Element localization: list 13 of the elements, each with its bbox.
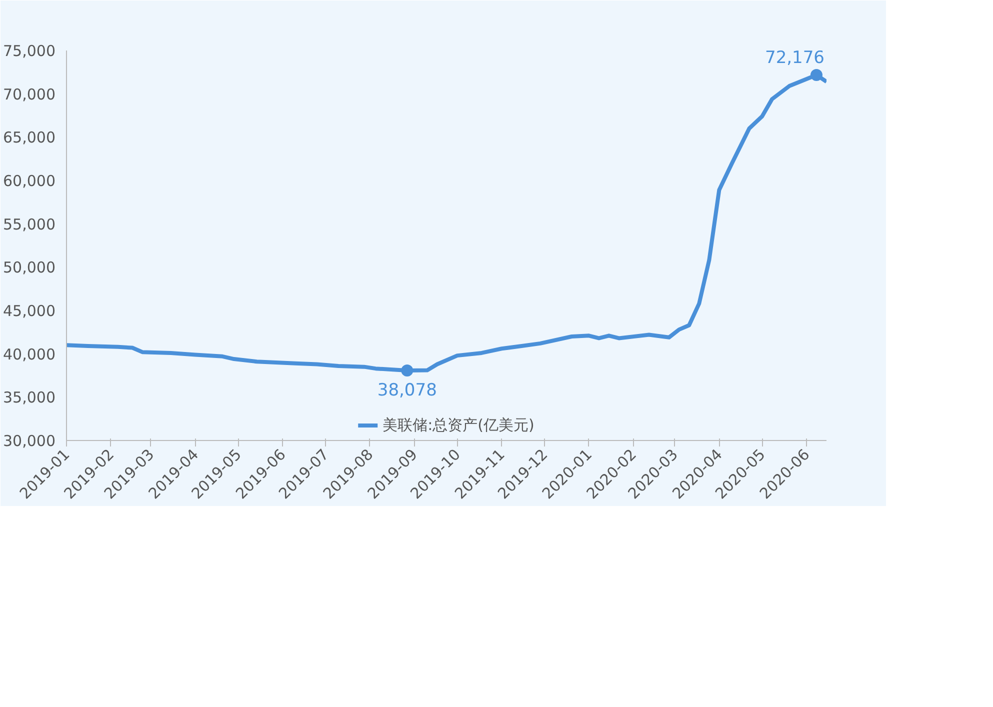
legend-label: 美联储:总资产(亿美元) — [382, 416, 534, 434]
y-tick-label: 35,000 — [3, 388, 56, 407]
y-tick-label: 75,000 — [3, 42, 56, 60]
y-tick-label: 40,000 — [3, 345, 56, 364]
annotation: 72,176 — [765, 48, 824, 68]
y-tick-label: 45,000 — [3, 302, 56, 320]
y-tick-label: 55,000 — [3, 215, 56, 234]
y-tick-label: 65,000 — [3, 128, 56, 147]
y-tick-label: 30,000 — [3, 432, 56, 450]
y-tick-label: 50,000 — [3, 258, 56, 277]
annotation: 38,078 — [377, 380, 437, 400]
y-tick-label: 60,000 — [3, 172, 56, 190]
y-tick-label: 70,000 — [3, 85, 56, 104]
